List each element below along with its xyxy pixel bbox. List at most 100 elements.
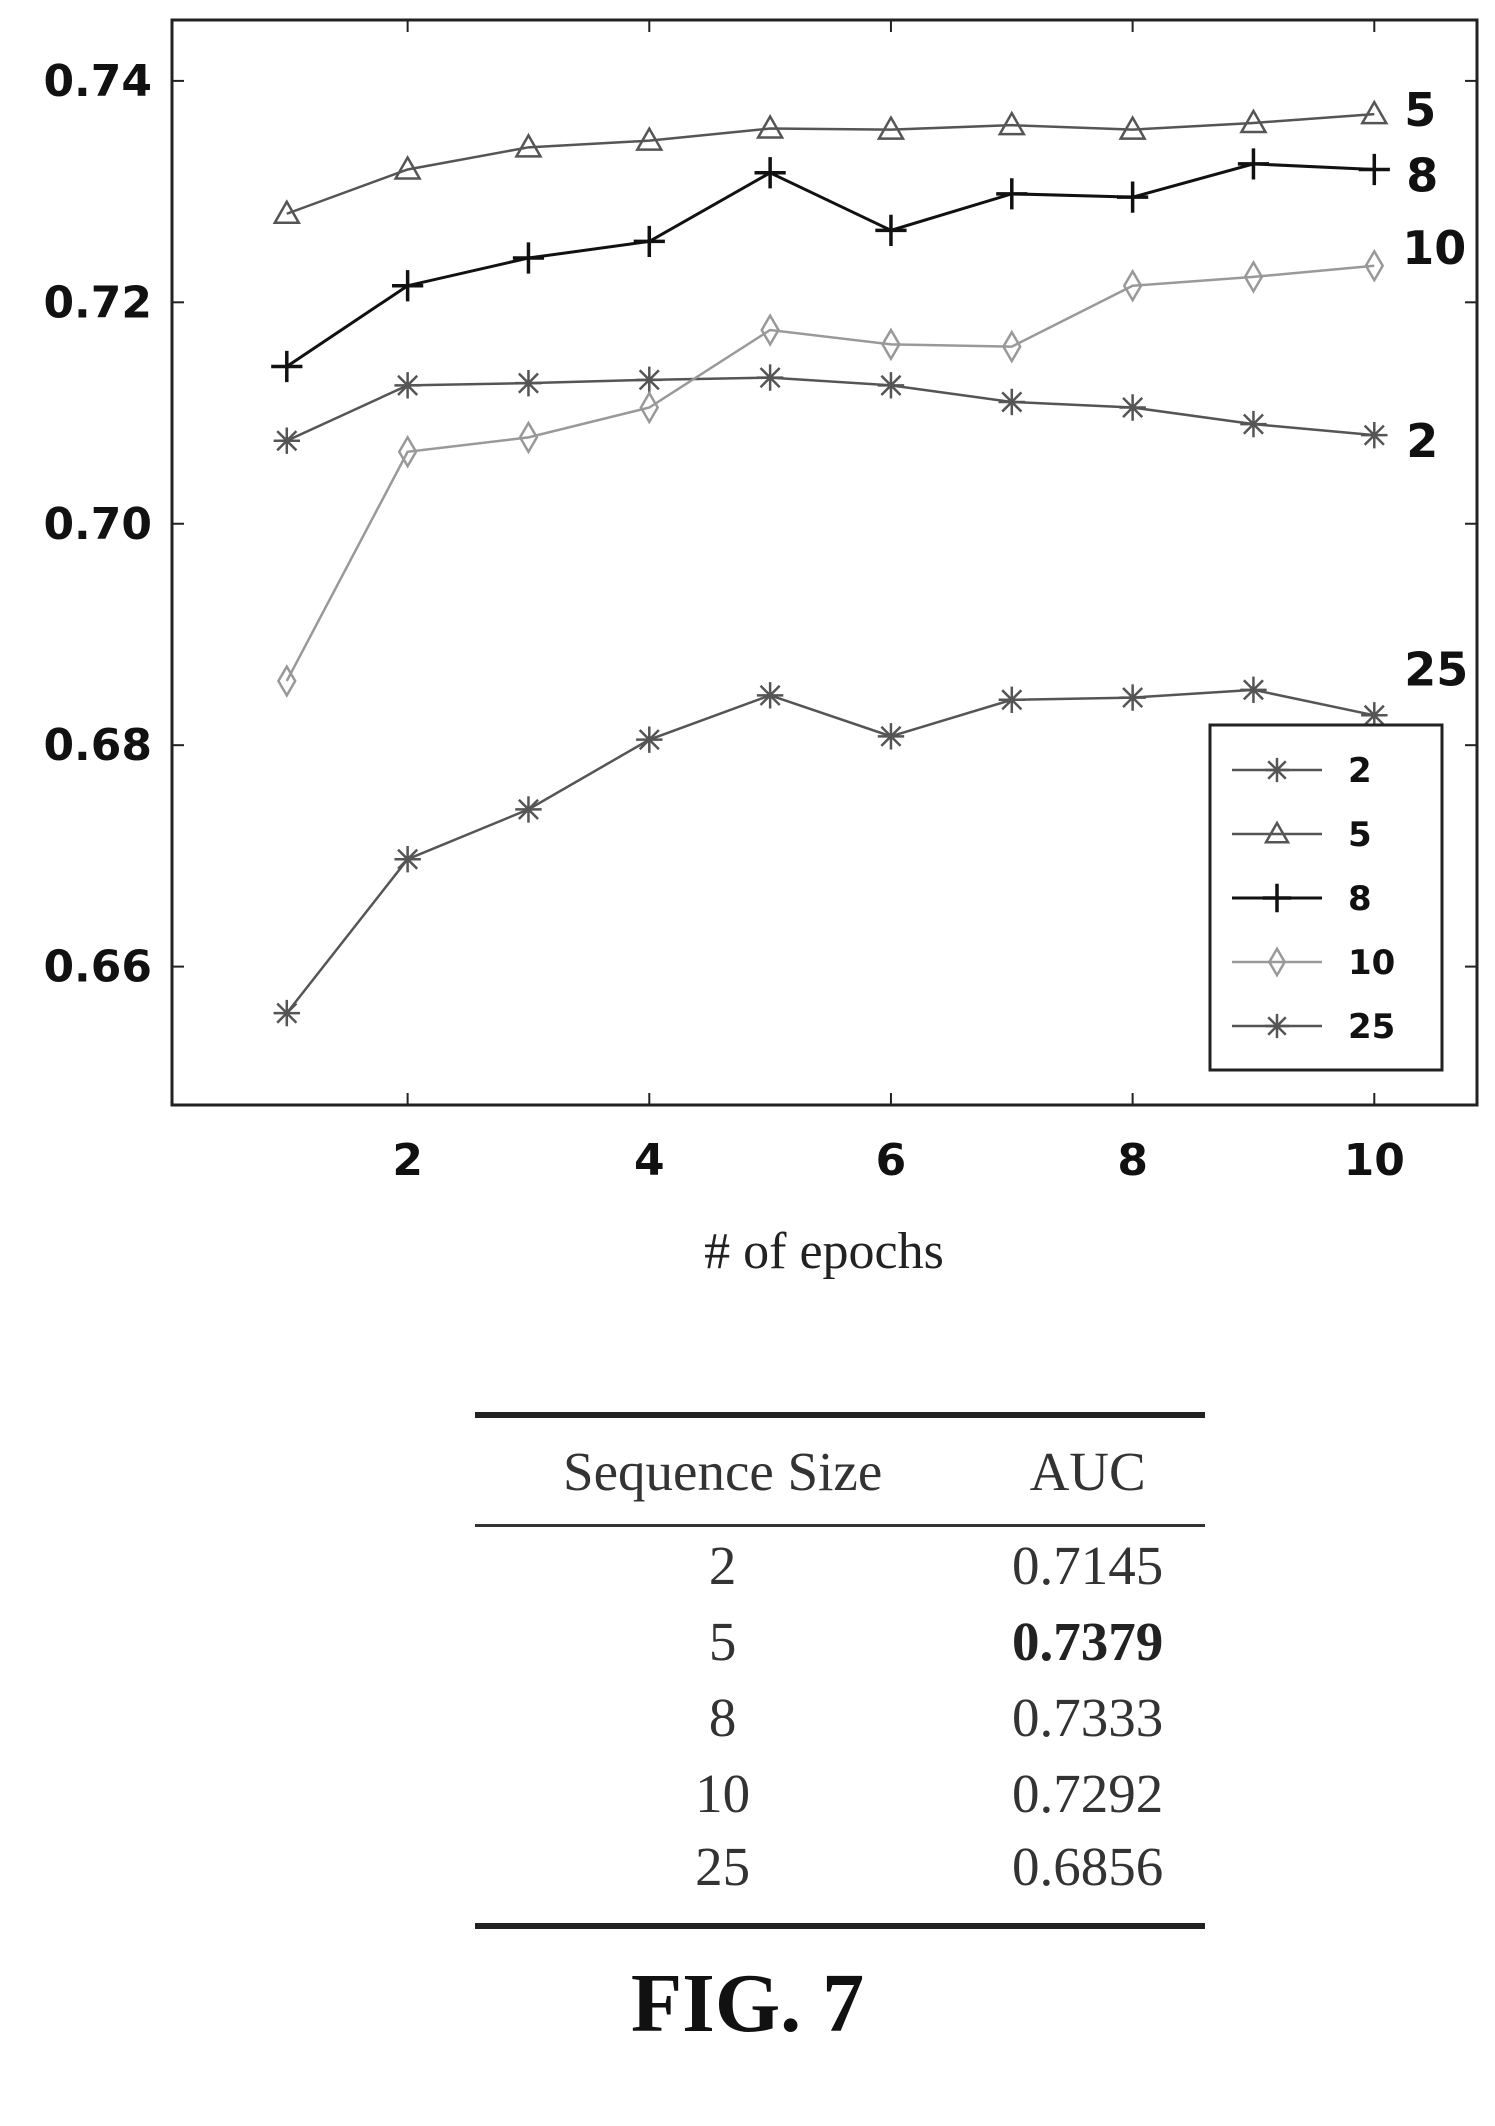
diamond-marker: [881, 327, 901, 362]
star-marker: [515, 796, 542, 823]
cell-auc: 0.7379: [1012, 1610, 1164, 1672]
table-row: 2 0.7145: [475, 1524, 1205, 1603]
y-tick-label: 0.72: [43, 277, 152, 328]
star-marker: [273, 427, 300, 454]
plus-marker: [512, 242, 545, 274]
series-line: [285, 688, 1375, 1014]
diamond-marker: [760, 313, 780, 347]
legend-label: 10: [1348, 943, 1395, 983]
diamond-marker: [397, 434, 418, 469]
star-marker: [877, 723, 905, 750]
diamond-marker: [1364, 248, 1385, 283]
star-marker: [636, 366, 663, 394]
legend-item-5: 5: [1232, 815, 1372, 855]
star-marker: [1119, 394, 1146, 421]
triangle-marker: [635, 126, 664, 151]
cell-sequence-size: 10: [695, 1762, 751, 1824]
triangle-marker: [1360, 99, 1389, 125]
table-row: 5 0.7379: [475, 1603, 1205, 1679]
plus-marker: [875, 214, 907, 246]
series-10: [276, 248, 1385, 698]
cell-auc: 0.7145: [970, 1524, 1205, 1603]
cell-auc: 0.6856: [970, 1831, 1205, 1929]
legend-item-8: 8: [1232, 879, 1372, 919]
table-row: 8 0.7333: [475, 1679, 1205, 1755]
y-tick-label: 0.70: [43, 499, 152, 550]
triangle-marker: [514, 132, 543, 158]
y-tick-label: 0.66: [43, 942, 152, 993]
cell-sequence-size: 5: [708, 1610, 737, 1672]
star-marker: [273, 999, 300, 1027]
series-line: [286, 112, 1375, 215]
header-auc: AUC: [970, 1412, 1205, 1526]
star-marker: [1264, 1013, 1290, 1039]
plus-marker: [754, 157, 786, 189]
plus-marker: [392, 270, 424, 302]
cell-sequence-size: 25: [475, 1831, 971, 1929]
legend-label: 2: [1348, 751, 1372, 791]
legend-item-10: 10: [1232, 943, 1395, 983]
plus-marker: [1262, 883, 1292, 913]
series-end-label: 5: [1404, 83, 1436, 137]
series-2: [273, 364, 1388, 454]
plus-marker: [271, 350, 303, 383]
series-end-label: 8: [1406, 148, 1438, 202]
star-marker: [1361, 702, 1388, 729]
plus-marker: [996, 178, 1028, 210]
star-marker: [1119, 684, 1146, 711]
auc-table: Sequence Size AUC 2 0.7145 5 0.7379 8 0.7333 1…: [475, 1412, 1205, 1929]
series-25: [273, 676, 1388, 1027]
series-end-label: 25: [1404, 642, 1468, 696]
y-tick-label: 0.68: [43, 720, 152, 771]
y-tick-label: 0.74: [43, 56, 152, 107]
diamond-marker: [639, 390, 660, 425]
plus-marker: [1237, 148, 1270, 180]
legend-label: 25: [1348, 1007, 1395, 1047]
diamond-marker: [276, 664, 297, 698]
x-tick-label: 8: [1117, 1135, 1148, 1186]
star-marker: [877, 372, 905, 399]
table-row: 10 0.7292: [475, 1755, 1205, 1831]
series-8: [271, 148, 1390, 383]
star-marker: [756, 682, 784, 709]
diamond-marker: [1243, 259, 1264, 294]
series-end-label: 2: [1406, 414, 1438, 468]
series-5: [272, 99, 1389, 224]
triangle-marker: [393, 154, 422, 180]
star-marker: [394, 846, 421, 873]
legend-label: 5: [1348, 815, 1372, 855]
triangle-marker: [1263, 820, 1291, 844]
figure-caption: FIG. 7: [630, 1957, 865, 2050]
x-tick-label: 10: [1344, 1135, 1405, 1186]
cell-auc: 0.7333: [1012, 1686, 1164, 1748]
x-tick-label: 2: [392, 1135, 423, 1186]
star-marker: [515, 369, 542, 397]
diamond-marker: [1267, 946, 1287, 978]
cell-auc: 0.7292: [1012, 1762, 1164, 1824]
table-row: 25 0.6856: [475, 1831, 1205, 1929]
header-sequence-size: Sequence Size: [475, 1412, 971, 1526]
star-marker: [1240, 410, 1267, 438]
table-body: 2 0.7145 5 0.7379 8 0.7333 10 0.7292 25 0.6856: [475, 1524, 1205, 1929]
star-marker: [1264, 757, 1290, 783]
plus-marker: [1117, 181, 1149, 213]
star-marker: [1361, 421, 1388, 449]
triangle-marker: [876, 115, 906, 140]
diamond-marker: [518, 420, 539, 455]
x-tick-label: 6: [876, 1135, 907, 1186]
series-line: [285, 162, 1375, 368]
plus-marker: [633, 225, 665, 258]
cell-sequence-size: 2: [475, 1524, 971, 1603]
x-tick-label: 4: [634, 1135, 665, 1186]
diamond-marker: [1122, 268, 1143, 303]
star-marker: [756, 364, 784, 391]
series-end-labels: 5 8 10 2 25: [1402, 83, 1468, 696]
series-lines: [271, 99, 1390, 1027]
triangle-marker: [755, 113, 785, 139]
triangle-marker: [1118, 115, 1147, 140]
diamond-marker: [1001, 329, 1022, 364]
legend-item-2: 2: [1232, 751, 1372, 791]
triangle-marker: [272, 199, 301, 224]
series-end-label: 10: [1402, 221, 1466, 275]
